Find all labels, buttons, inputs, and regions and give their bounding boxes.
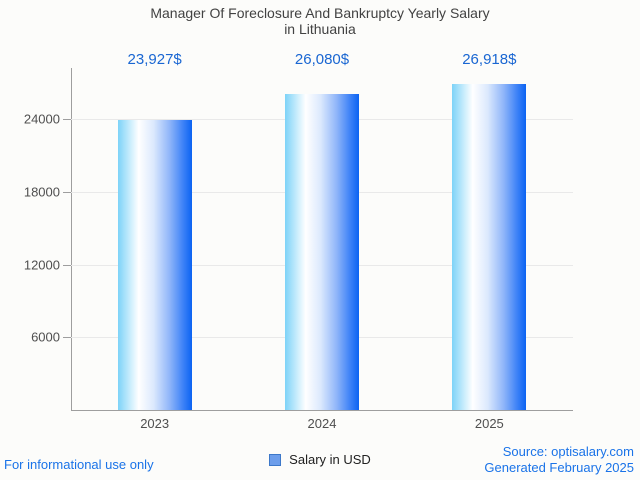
legend: Salary in USD — [0, 452, 640, 467]
x-tick-label: 2024 — [307, 416, 337, 431]
source-link[interactable]: Source: optisalary.com — [502, 444, 634, 459]
x-tick-label: 2023 — [140, 416, 170, 431]
legend-swatch-icon — [269, 453, 282, 466]
y-tick-label: 18000 — [23, 184, 60, 200]
chart-title-line2: in Lithuania — [284, 21, 356, 37]
y-tick-label: 6000 — [31, 329, 60, 345]
y-axis-tick — [63, 264, 71, 266]
bar-2025[interactable] — [452, 84, 527, 410]
bar-value-label: 26,918$ — [462, 51, 517, 68]
bar-2023[interactable] — [117, 120, 192, 410]
y-tick-label: 24000 — [23, 111, 60, 127]
y-axis-tick — [63, 337, 71, 339]
chart-title: Manager Of Foreclosure And Bankruptcy Ye… — [0, 5, 640, 37]
x-tick-label: 2025 — [474, 416, 504, 431]
legend-label: Salary in USD — [289, 452, 371, 467]
bar-2024[interactable] — [285, 94, 359, 410]
source-info: Source: optisalary.com Generated Februar… — [484, 444, 634, 476]
y-axis-tick — [63, 192, 71, 194]
bar-value-label: 23,927$ — [127, 51, 182, 68]
x-axis-line — [71, 410, 573, 411]
y-axis-line — [71, 68, 72, 411]
y-tick-label: 12000 — [23, 257, 60, 273]
chart-title-line1: Manager Of Foreclosure And Bankruptcy Ye… — [150, 5, 490, 21]
generated-date: Generated February 2025 — [484, 460, 634, 475]
disclaimer-text: For informational use only — [4, 457, 154, 472]
y-axis-tick — [63, 119, 71, 121]
bar-value-label: 26,080$ — [294, 51, 350, 68]
